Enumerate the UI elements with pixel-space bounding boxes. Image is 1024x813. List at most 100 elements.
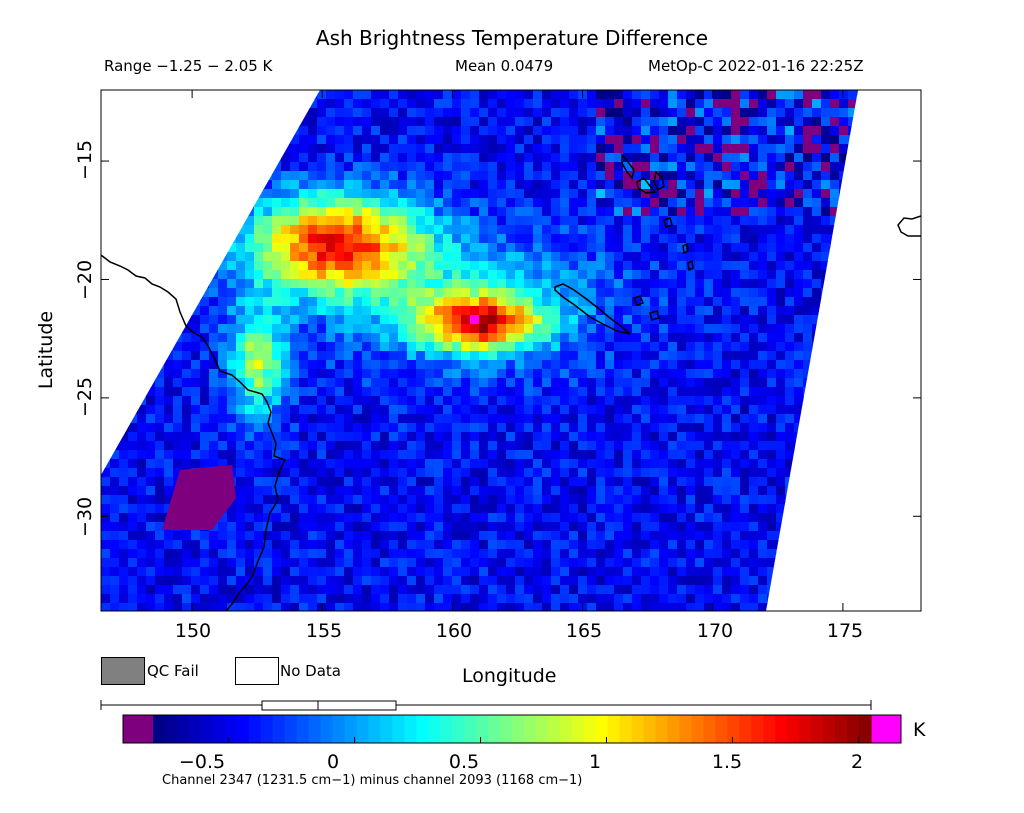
swath-pixel [551,351,561,361]
swath-pixel [335,576,345,586]
swath-pixel [335,288,345,298]
swath-pixel [659,225,669,235]
swath-pixel [362,351,372,361]
swath-pixel [470,333,480,343]
swath-pixel [380,279,390,289]
swath-pixel [470,522,480,532]
swath-pixel [326,369,336,379]
swath-pixel [416,189,426,199]
swath-pixel [596,342,606,352]
swath-pixel [641,531,651,541]
swath-pixel [803,198,813,208]
swath-pixel [371,459,381,469]
swath-pixel [848,513,858,523]
swath-pixel [767,540,777,550]
swath-pixel [452,153,462,163]
swath-pixel [776,306,786,316]
swath-pixel [893,405,903,415]
swath-pixel [686,504,696,514]
swath-pixel [110,378,120,388]
swath-pixel [119,270,129,280]
swath-pixel [128,450,138,460]
swath-pixel [731,225,741,235]
swath-pixel [614,342,624,352]
swath-pixel [398,423,408,433]
swath-pixel [164,297,174,307]
swath-pixel [713,297,723,307]
swath-pixel [173,369,183,379]
swath-pixel [551,99,561,109]
swath-pixel [155,378,165,388]
swath-pixel [758,90,768,100]
swath-pixel [830,135,840,145]
swath-pixel [911,450,921,460]
swath-pixel [236,216,246,226]
swath-pixel [776,486,786,496]
swath-pixel [704,117,714,127]
swath-pixel [137,459,147,469]
swath-pixel [524,243,534,253]
swath-pixel [236,513,246,523]
swath-pixel [434,306,444,316]
swath-pixel [551,288,561,298]
swath-pixel [704,549,714,559]
swath-pixel [380,288,390,298]
swath-pixel [902,117,912,127]
swath-pixel [479,117,489,127]
swath-pixel [398,333,408,343]
swath-pixel [191,351,201,361]
swath-pixel [254,576,264,586]
swath-pixel [443,378,453,388]
swath-pixel [281,387,291,397]
swath-pixel [119,504,129,514]
swath-pixel [803,243,813,253]
swath-pixel [686,180,696,190]
swath-pixel [452,243,462,253]
swath-pixel [587,414,597,424]
swath-pixel [740,378,750,388]
swath-pixel [137,567,147,577]
swath-pixel [182,171,192,181]
swath-pixel [182,252,192,262]
swath-pixel [173,333,183,343]
swath-pixel [263,279,273,289]
swath-pixel [497,468,507,478]
swath-pixel [245,432,255,442]
swath-pixel [542,531,552,541]
swath-pixel [443,432,453,442]
swath-pixel [227,126,237,136]
swath-pixel [605,495,615,505]
swath-pixel [254,486,264,496]
swath-pixel [533,567,543,577]
swath-pixel [416,117,426,127]
swath-pixel [281,360,291,370]
swath-pixel [470,189,480,199]
swath-pixel [884,225,894,235]
swath-pixel [119,153,129,163]
swath-pixel [803,207,813,217]
swath-pixel [560,180,570,190]
swath-pixel [551,135,561,145]
swath-pixel [695,396,705,406]
swath-pixel [245,360,255,370]
swath-pixel [758,198,768,208]
swath-pixel [263,243,273,253]
swath-pixel [146,135,156,145]
swath-pixel [398,567,408,577]
swath-pixel [443,171,453,181]
swath-pixel [785,468,795,478]
swath-pixel [623,243,633,253]
swath-pixel [776,405,786,415]
swath-pixel [749,414,759,424]
swath-pixel [452,432,462,442]
swath-pixel [362,279,372,289]
swath-pixel [488,558,498,568]
swath-pixel [821,342,831,352]
swath-pixel [218,360,228,370]
swath-pixel [803,459,813,469]
swath-pixel [776,243,786,253]
swath-pixel [677,207,687,217]
swath-pixel [740,513,750,523]
swath-pixel [452,513,462,523]
swath-pixel [353,423,363,433]
